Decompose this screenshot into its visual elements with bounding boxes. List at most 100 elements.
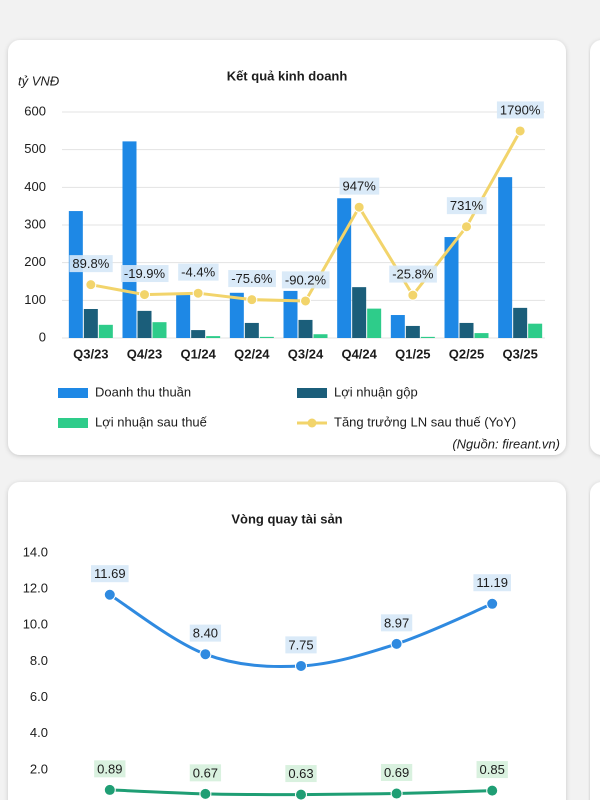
y-tick-label: 2.0 bbox=[30, 761, 48, 776]
data-label: 0.69 bbox=[384, 765, 409, 780]
x-tick-label: Q2/24 bbox=[234, 346, 270, 361]
bar bbox=[528, 323, 543, 338]
point bbox=[353, 201, 365, 213]
y-tick-label: 0 bbox=[39, 329, 46, 344]
data-label: 11.69 bbox=[94, 566, 126, 581]
x-tick-label: Q3/23 bbox=[73, 346, 108, 361]
bar bbox=[367, 308, 382, 338]
bar bbox=[459, 322, 474, 338]
legend-marker bbox=[58, 418, 88, 428]
bar bbox=[352, 287, 367, 338]
bar bbox=[444, 237, 459, 338]
bar bbox=[244, 322, 259, 338]
data-label: 0.85 bbox=[480, 762, 505, 777]
y-tick-label: 600 bbox=[24, 103, 46, 118]
point bbox=[139, 289, 150, 301]
y-tick-label: 300 bbox=[24, 216, 46, 231]
point bbox=[514, 125, 526, 137]
data-label-bg bbox=[389, 265, 437, 283]
point bbox=[192, 287, 204, 299]
legend-marker bbox=[58, 388, 88, 398]
legend-label: Lợi nhuận sau thuế bbox=[95, 414, 208, 429]
data-label: -4.4% bbox=[181, 265, 215, 280]
point bbox=[390, 787, 403, 800]
point bbox=[295, 659, 307, 672]
x-tick-label: Q4/24 bbox=[341, 346, 377, 361]
point bbox=[486, 597, 499, 610]
data-label-bg bbox=[91, 565, 129, 583]
data-label-bg bbox=[285, 765, 317, 783]
x-tick-label: Q2/25 bbox=[449, 346, 484, 361]
bar bbox=[176, 295, 191, 338]
legend-label: Lợi nhuận gộp bbox=[334, 384, 418, 399]
data-label-bg bbox=[281, 271, 330, 289]
y-tick-label: 100 bbox=[24, 292, 46, 307]
data-label: -75.6% bbox=[231, 271, 273, 286]
point bbox=[461, 221, 472, 233]
point bbox=[300, 295, 311, 307]
point bbox=[103, 783, 116, 796]
point bbox=[486, 784, 499, 797]
data-label: 89.8% bbox=[72, 256, 109, 271]
point bbox=[199, 787, 212, 800]
bar bbox=[191, 330, 206, 338]
y-tick-label: 14.0 bbox=[23, 544, 48, 559]
bar bbox=[298, 319, 313, 338]
y-tick-label: 10.0 bbox=[23, 617, 48, 632]
y-tick-label: 8.0 bbox=[30, 653, 48, 668]
bar bbox=[313, 334, 328, 338]
bar bbox=[259, 336, 274, 338]
data-label: -25.8% bbox=[392, 267, 434, 282]
bar bbox=[390, 315, 405, 338]
data-label-bg bbox=[446, 197, 487, 215]
y-tick-label: 200 bbox=[24, 254, 46, 269]
y-tick-label: 4.0 bbox=[30, 725, 48, 740]
x-tick-label: Q4/23 bbox=[127, 346, 162, 361]
bar bbox=[405, 325, 420, 338]
x-tick-label: Q1/25 bbox=[395, 346, 430, 361]
data-label-bg bbox=[120, 265, 169, 283]
legend-marker bbox=[297, 388, 327, 398]
bar bbox=[337, 198, 352, 338]
bar bbox=[283, 290, 298, 338]
data-label: 0.89 bbox=[97, 761, 122, 776]
data-label: -19.9% bbox=[124, 266, 166, 281]
y-tick-label: 500 bbox=[24, 141, 46, 156]
legend-label: Doanh thu thuần bbox=[95, 384, 191, 399]
data-label-bg bbox=[380, 614, 413, 632]
data-label-bg bbox=[94, 760, 126, 778]
bar bbox=[498, 177, 513, 338]
data-label-bg bbox=[189, 764, 222, 782]
bar bbox=[474, 333, 489, 338]
data-label: 0.67 bbox=[193, 765, 218, 780]
bar bbox=[122, 141, 137, 338]
data-label: 731% bbox=[450, 198, 484, 213]
chart-title: Vòng quay tài sản bbox=[231, 511, 342, 526]
point bbox=[199, 648, 212, 661]
data-label: 11.19 bbox=[476, 575, 508, 590]
data-label-bg bbox=[285, 636, 317, 654]
data-label-bg bbox=[496, 101, 544, 119]
data-label-bg bbox=[189, 624, 222, 642]
point bbox=[295, 788, 307, 800]
bar bbox=[513, 307, 528, 338]
data-label-bg bbox=[228, 270, 276, 288]
data-label-bg bbox=[473, 574, 511, 592]
y-tick-label: 400 bbox=[24, 179, 46, 194]
bar bbox=[229, 292, 244, 338]
bar bbox=[137, 310, 152, 338]
legend-marker bbox=[307, 418, 317, 428]
data-label: -90.2% bbox=[285, 272, 327, 287]
chart-title: Kết quả kinh doanh bbox=[227, 68, 348, 83]
x-tick-label: Q1/24 bbox=[180, 346, 216, 361]
data-label: 947% bbox=[343, 179, 377, 194]
x-tick-label: Q3/25 bbox=[502, 346, 537, 361]
data-label: 8.40 bbox=[193, 626, 218, 641]
side-card bbox=[590, 482, 600, 800]
bar bbox=[98, 324, 113, 338]
bar bbox=[206, 336, 221, 338]
point bbox=[85, 279, 97, 291]
data-label: 0.63 bbox=[288, 766, 313, 781]
data-label-bg bbox=[339, 177, 380, 195]
point bbox=[390, 637, 403, 650]
